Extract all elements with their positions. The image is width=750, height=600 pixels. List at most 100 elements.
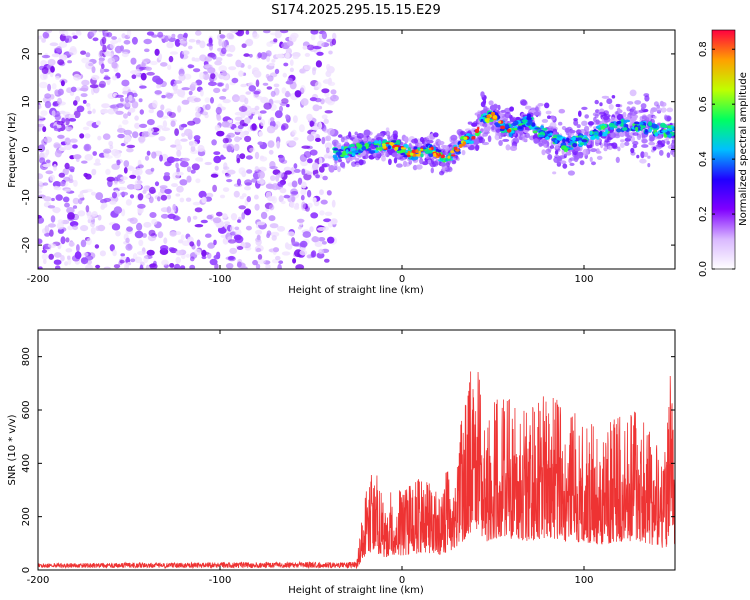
signal-blob — [360, 133, 366, 139]
noise-blob — [49, 42, 59, 47]
noise-blob — [222, 137, 229, 144]
signal-blob — [594, 99, 599, 105]
y-tick-label: 20 — [21, 48, 32, 61]
noise-blob — [297, 177, 303, 185]
signal-core-blob — [553, 134, 558, 138]
noise-blob — [173, 80, 183, 84]
noise-blob — [50, 66, 55, 73]
noise-blob — [237, 261, 242, 268]
noise-blob — [230, 30, 239, 34]
noise-blob — [244, 135, 252, 143]
signal-blob — [609, 131, 617, 139]
noise-blob — [205, 233, 212, 238]
noise-blob — [38, 173, 44, 180]
signal-core-blob — [513, 120, 519, 126]
noise-blob — [228, 66, 237, 71]
noise-blob — [195, 157, 203, 162]
signal-blob — [616, 113, 624, 121]
signal-blob — [659, 149, 664, 156]
noise-blob — [41, 54, 51, 59]
noise-blob — [323, 218, 332, 223]
noise-blob — [257, 170, 265, 179]
noise-blob — [274, 68, 280, 74]
noise-blob — [219, 194, 226, 199]
noise-blob — [266, 125, 276, 134]
colorbar-gradient — [711, 29, 736, 270]
noise-blob — [254, 203, 260, 211]
noise-blob — [185, 253, 190, 258]
signal-blob — [498, 140, 503, 146]
noise-blob — [108, 140, 114, 147]
noise-blob — [125, 243, 133, 251]
noise-blob — [255, 247, 262, 253]
noise-blob — [41, 253, 49, 260]
noise-blob — [268, 62, 276, 67]
noise-blob — [109, 244, 115, 252]
noise-blob — [103, 76, 111, 80]
noise-blob — [306, 171, 313, 175]
signal-blob — [549, 145, 555, 149]
noise-blob — [95, 192, 104, 201]
noise-blob — [101, 103, 110, 109]
noise-blob — [280, 200, 286, 205]
noise-blob — [139, 123, 148, 128]
noise-blob — [65, 248, 73, 253]
noise-blob — [156, 83, 161, 89]
noise-blob — [306, 134, 315, 142]
signal-core-blob — [654, 132, 659, 137]
signal-blob — [450, 134, 458, 141]
signal-blob — [402, 160, 408, 167]
noise-blob — [47, 83, 52, 92]
noise-blob — [236, 178, 242, 186]
noise-blob — [148, 229, 156, 237]
noise-blob — [321, 164, 328, 168]
signal-blob — [620, 139, 625, 143]
noise-blob — [282, 72, 287, 78]
signal-blob — [482, 123, 488, 128]
noise-blob — [144, 155, 150, 161]
signal-blob — [632, 132, 639, 136]
signal-blob — [432, 161, 439, 167]
signal-blob — [624, 141, 630, 146]
signal-blob — [589, 156, 593, 162]
noise-blob — [136, 222, 143, 231]
noise-blob — [191, 82, 198, 87]
signal-peak-blob — [440, 154, 445, 159]
noise-blob — [314, 241, 323, 248]
noise-blob — [143, 221, 152, 228]
noise-blob — [324, 211, 333, 216]
signal-blob — [634, 100, 642, 105]
noise-blob — [301, 145, 311, 149]
noise-blob — [51, 110, 56, 117]
noise-blob — [181, 132, 186, 137]
noise-blob — [110, 39, 119, 44]
noise-blob — [44, 225, 50, 234]
noise-blob — [234, 226, 240, 231]
signal-blob — [354, 157, 360, 162]
noise-blob — [201, 111, 209, 116]
noise-blob — [306, 189, 312, 198]
y-tick-label: 10 — [21, 95, 32, 108]
noise-blob — [38, 123, 45, 127]
noise-blob — [275, 30, 280, 35]
noise-blob — [194, 224, 204, 228]
noise-blob — [220, 154, 224, 160]
noise-blob — [270, 90, 276, 97]
noise-blob — [237, 219, 241, 223]
signal-blob — [626, 135, 633, 140]
noise-blob — [274, 110, 283, 119]
signal-core-blob — [640, 125, 646, 129]
signal-blob — [535, 106, 539, 112]
noise-blob — [64, 35, 73, 43]
noise-blob — [152, 100, 158, 108]
noise-blob — [206, 43, 214, 47]
noise-blob — [217, 226, 227, 234]
noise-blob — [236, 157, 241, 164]
signal-blob — [388, 158, 392, 165]
noise-blob — [180, 234, 185, 241]
noise-blob — [299, 240, 308, 248]
noise-blob — [300, 85, 306, 93]
noise-blob — [269, 223, 279, 229]
noise-blob — [309, 120, 315, 128]
noise-blob — [310, 30, 319, 35]
